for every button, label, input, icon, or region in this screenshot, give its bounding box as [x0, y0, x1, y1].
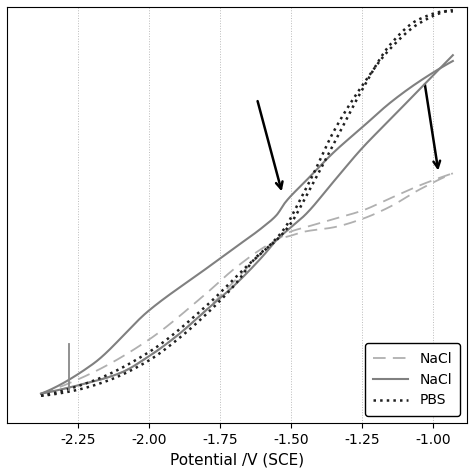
Legend: NaCl, NaCl, PBS: NaCl, NaCl, PBS: [365, 343, 460, 416]
X-axis label: Potential /V (SCE): Potential /V (SCE): [170, 452, 304, 467]
